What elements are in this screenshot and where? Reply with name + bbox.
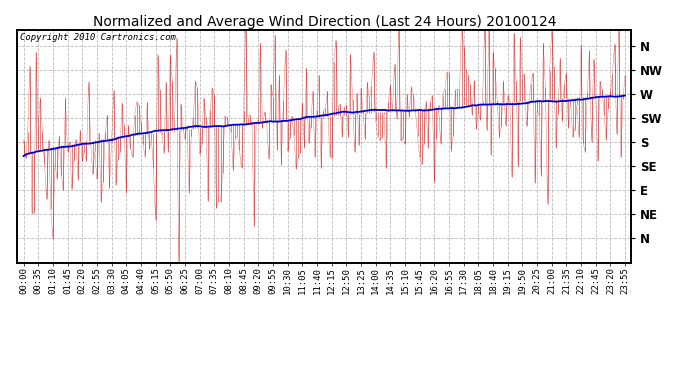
- Text: Copyright 2010 Cartronics.com: Copyright 2010 Cartronics.com: [20, 33, 176, 42]
- Title: Normalized and Average Wind Direction (Last 24 Hours) 20100124: Normalized and Average Wind Direction (L…: [92, 15, 556, 29]
